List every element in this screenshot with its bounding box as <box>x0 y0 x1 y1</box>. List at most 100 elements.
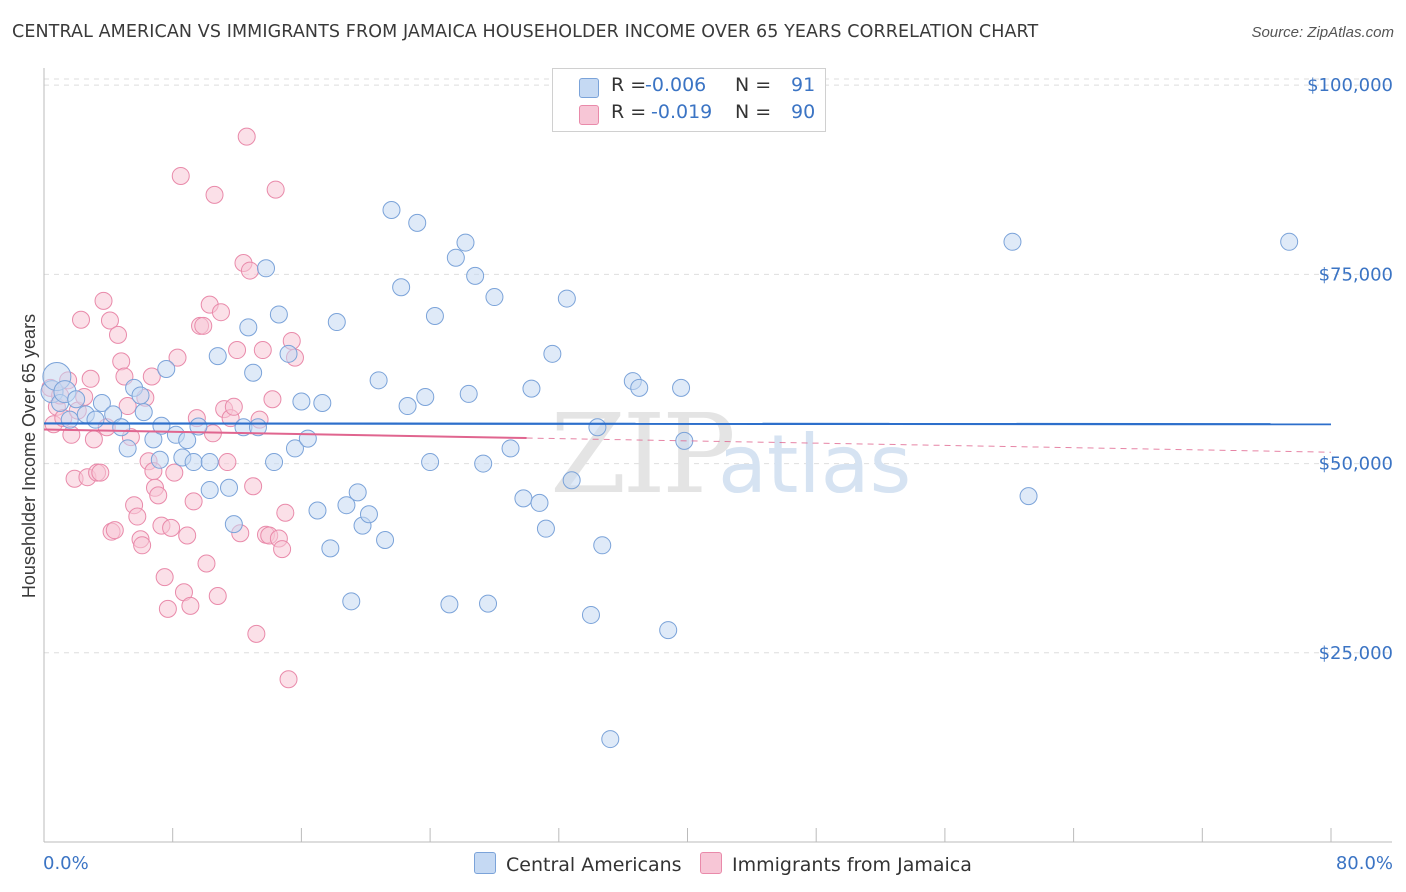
blue-point <box>446 248 465 267</box>
stats-legend: R = -0.006 N = 91 R = -0.019 N = 90 <box>552 68 826 132</box>
legend-label: Central Americans <box>506 854 682 876</box>
pink-point <box>211 303 230 322</box>
pink-point <box>109 325 128 344</box>
blue-point <box>593 536 612 555</box>
pink-point <box>279 670 298 689</box>
blue-point <box>292 392 311 411</box>
legend-n-value: 90 <box>791 101 816 123</box>
chart-title: CENTRAL AMERICAN VS IMMIGRANTS FROM JAMA… <box>12 22 1039 42</box>
blue-point <box>672 378 691 397</box>
blue-point <box>189 417 208 436</box>
blue-point <box>1003 232 1022 251</box>
legend-r-value: -0.019 <box>651 101 713 123</box>
legend-n-label: N = <box>735 101 772 123</box>
x-tick-label: 80.0% <box>1336 853 1393 874</box>
legend-item-central-americans: Central Americans <box>474 852 682 876</box>
blue-point <box>112 418 131 437</box>
pink-point <box>142 367 161 386</box>
blue-point <box>485 288 504 307</box>
blue-point <box>466 266 485 285</box>
blue-point <box>408 213 427 232</box>
pink-point <box>84 430 103 449</box>
pink-point <box>218 453 237 472</box>
pink-point <box>224 397 243 416</box>
series-legend: Central Americans Immigrants from Jamaic… <box>0 852 1406 878</box>
legend-n-value: 91 <box>791 74 816 96</box>
watermark: ZIP atlas <box>550 390 911 518</box>
axes <box>43 68 1392 843</box>
pink-point <box>253 341 272 360</box>
blue-point <box>581 605 600 624</box>
x-tick-label: 0.0% <box>43 853 89 874</box>
pink-point <box>194 316 213 335</box>
blue-point <box>244 363 263 382</box>
blue-point <box>150 450 169 469</box>
blue-point <box>588 418 607 437</box>
watermark-zip: ZIP <box>550 390 733 518</box>
blue-point <box>131 386 150 405</box>
blue-point <box>208 347 227 366</box>
blue-point <box>269 305 288 324</box>
blue-point <box>200 453 219 472</box>
blue-point <box>342 592 361 611</box>
blue-point <box>398 397 417 416</box>
pink-point <box>149 486 168 505</box>
blue-point <box>118 439 137 458</box>
legend-swatch-blue <box>579 78 599 98</box>
blue-point <box>659 621 678 640</box>
legend-swatch-pink <box>579 105 599 125</box>
pink-point <box>162 518 181 537</box>
legend-r-label: R = <box>611 74 647 96</box>
blue-point <box>321 539 340 558</box>
pink-point <box>263 390 282 409</box>
blue-point <box>184 453 203 472</box>
blue-point <box>1280 232 1299 251</box>
blue-point <box>416 387 435 406</box>
pink-point <box>112 352 131 371</box>
pink-point <box>105 521 124 540</box>
pink-trend-line-extension <box>526 437 1332 453</box>
legend-r-value: -0.006 <box>645 74 707 96</box>
blue-point <box>257 259 276 278</box>
blue-point <box>92 394 111 413</box>
blue-point <box>514 489 533 508</box>
pink-point <box>72 310 91 329</box>
pink-point <box>184 492 203 511</box>
blue-point <box>220 478 239 497</box>
pink-point <box>273 540 292 559</box>
blue-point <box>369 371 388 390</box>
source-label: Source: ZipAtlas.com <box>1251 24 1394 41</box>
legend-swatch-pink <box>700 852 722 874</box>
pink-point <box>94 291 113 310</box>
blue-point <box>308 501 327 520</box>
grid-lines <box>44 78 1392 654</box>
blue-point <box>479 594 498 613</box>
blue-point <box>152 416 171 435</box>
blue-point <box>456 233 475 252</box>
pink-point <box>208 587 227 606</box>
blue-point <box>60 410 79 429</box>
blue-point <box>392 278 411 297</box>
pink-point <box>197 554 216 573</box>
blue-point <box>224 515 243 534</box>
blue-point <box>134 403 153 422</box>
pink-point <box>100 311 119 330</box>
y-tick-label: $50,000 <box>1319 454 1393 475</box>
blue-point <box>200 481 219 500</box>
blue-point <box>543 344 562 363</box>
pink-point <box>181 596 200 615</box>
pink-point <box>244 477 263 496</box>
blue-point <box>440 595 459 614</box>
blue-point <box>501 439 520 458</box>
blue-point <box>421 453 440 472</box>
blue-point <box>425 306 444 325</box>
blue-point <box>562 471 581 490</box>
blue-point <box>530 493 549 512</box>
pink-point <box>228 341 247 360</box>
pink-point <box>237 127 256 146</box>
pink-point <box>276 503 295 522</box>
pink-point <box>133 536 152 555</box>
pink-point <box>266 180 285 199</box>
pink-point <box>240 261 259 280</box>
